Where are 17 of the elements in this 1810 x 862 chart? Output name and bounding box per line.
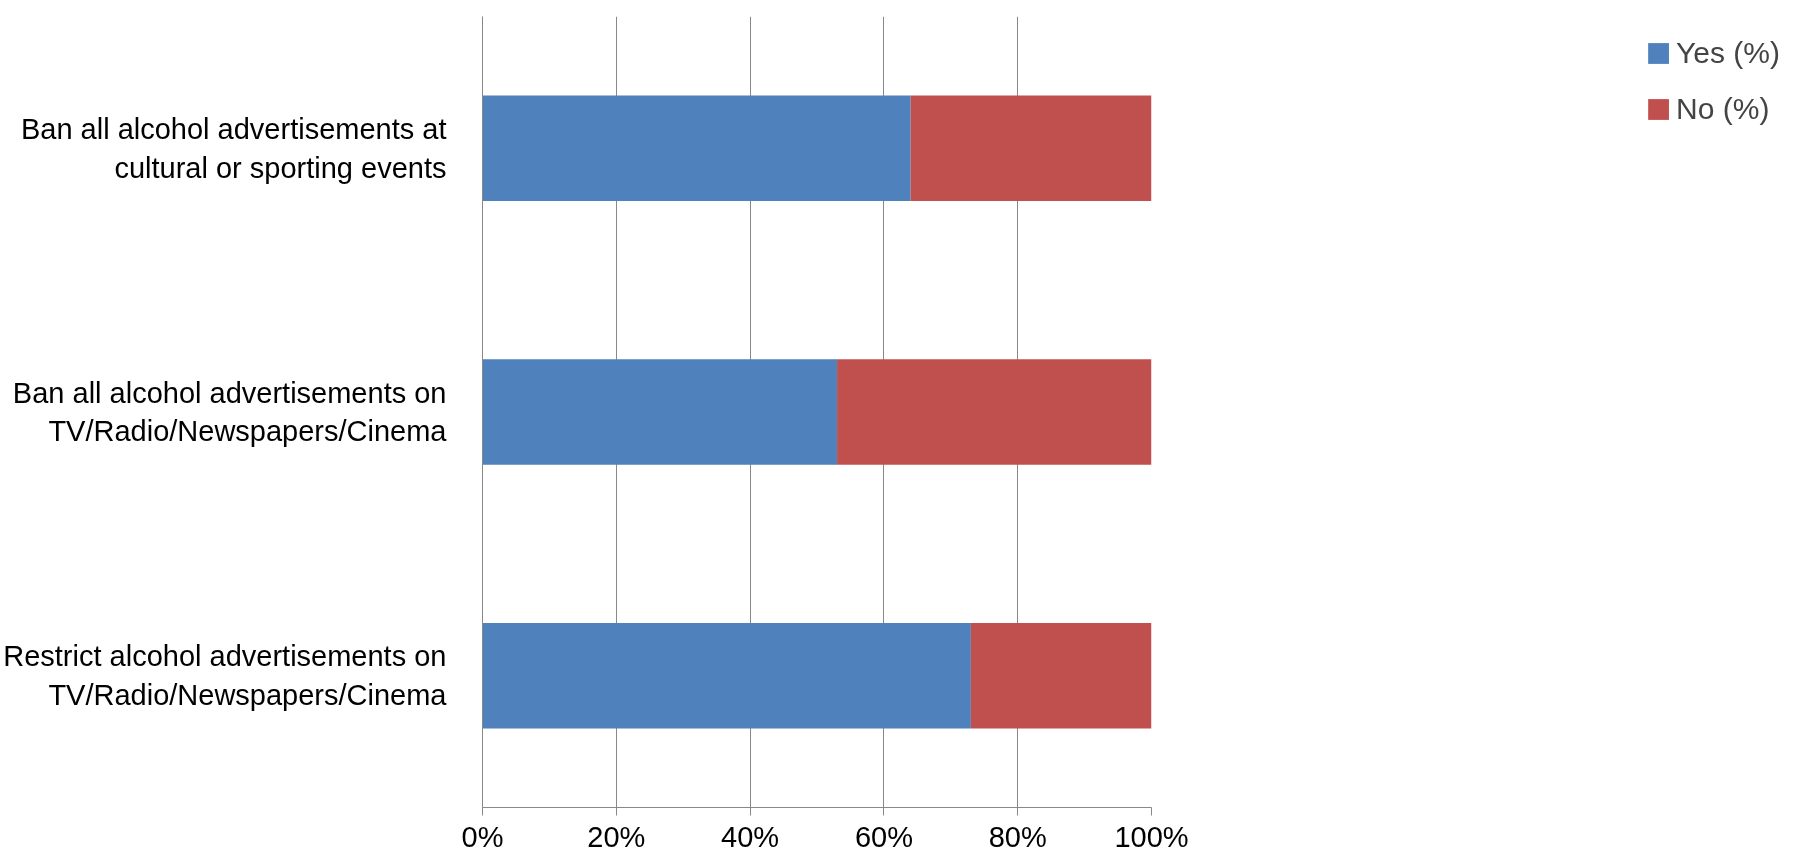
bar bbox=[482, 359, 838, 465]
x-tick-label: 0% bbox=[461, 820, 504, 853]
legend-label: No (%) bbox=[1676, 92, 1770, 126]
bar bbox=[910, 95, 1152, 202]
x-tick-label: 80% bbox=[988, 820, 1047, 853]
bar bbox=[837, 359, 1152, 465]
bar bbox=[482, 622, 971, 729]
bar bbox=[970, 622, 1152, 729]
bar bbox=[482, 95, 911, 202]
x-tick-label: 40% bbox=[721, 820, 780, 853]
x-tick-label: 100% bbox=[1114, 820, 1189, 853]
x-tick-label: 20% bbox=[587, 820, 646, 853]
y-tick-label: Ban all alcohol advertisements at cultural or sporting events bbox=[20, 113, 447, 184]
y-tick-label: Restrict alcohol advertisements on TV/Radio/Newspapers/Cinema bbox=[3, 640, 448, 711]
x-tick-label: 60% bbox=[854, 820, 913, 853]
legend-label: Yes (%) bbox=[1676, 36, 1780, 70]
y-tick-label: Ban all alcohol advertisements on TV/Radio/Newspapers/Cinema bbox=[12, 376, 448, 448]
